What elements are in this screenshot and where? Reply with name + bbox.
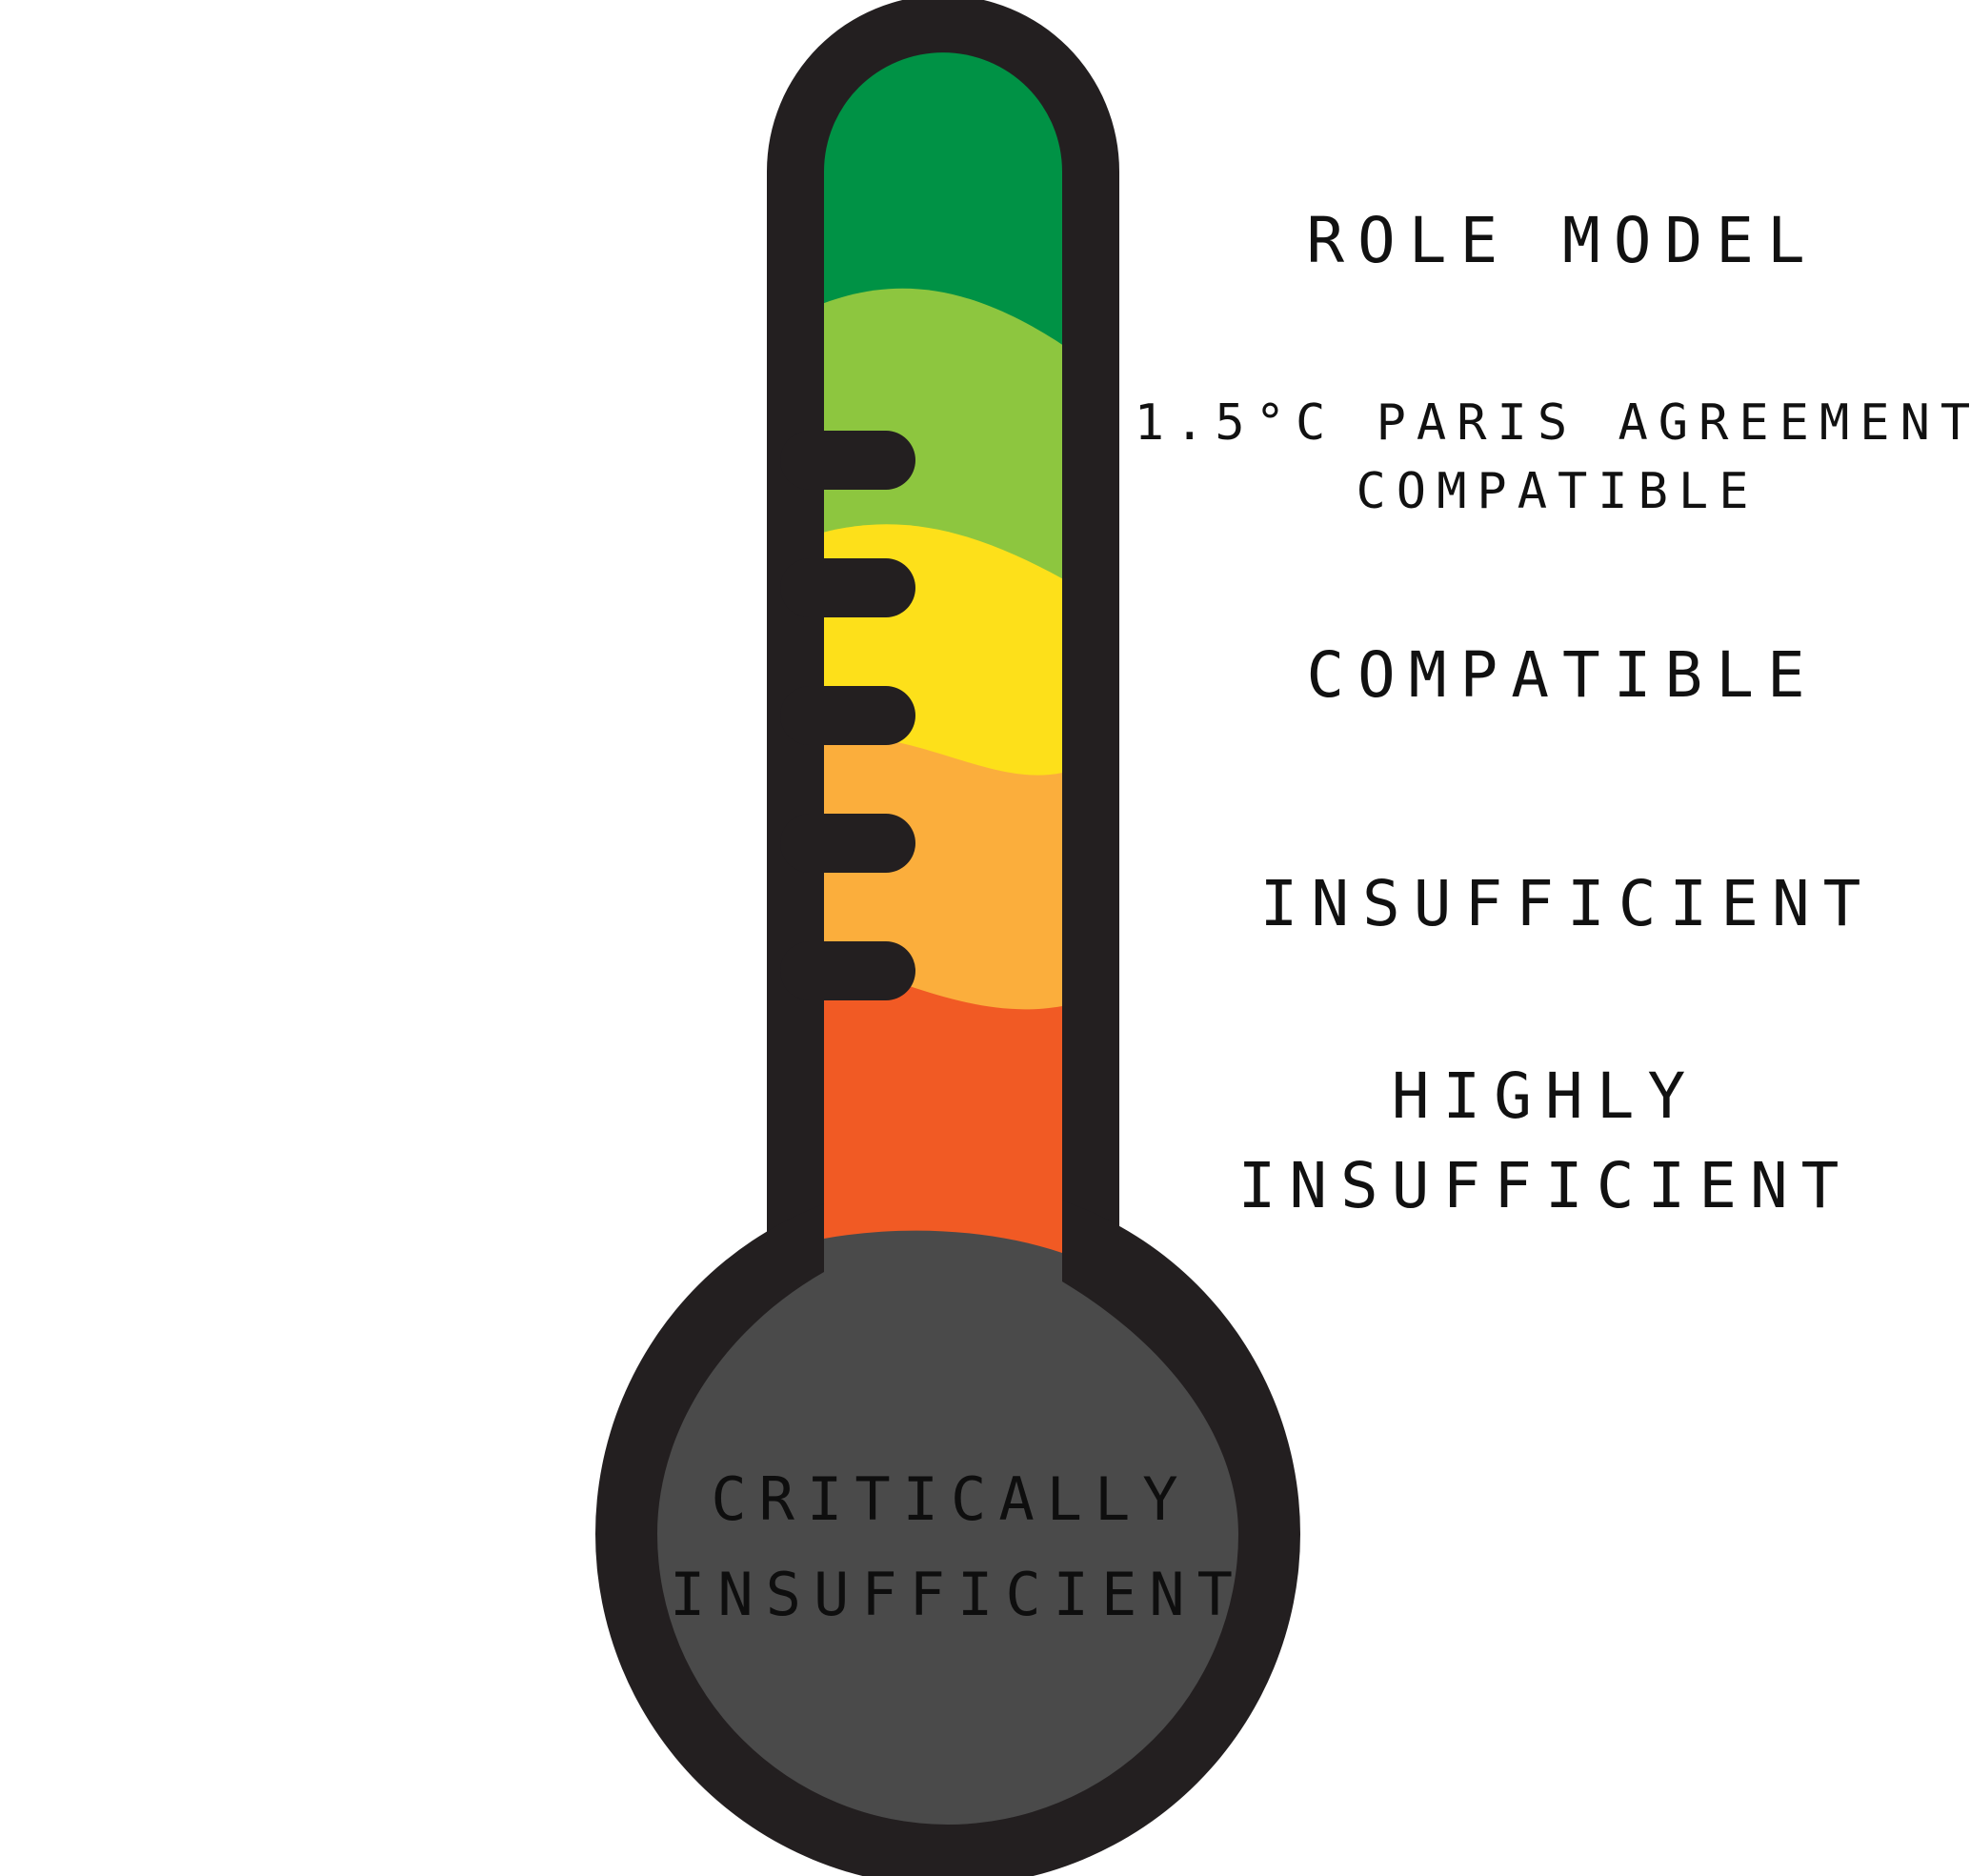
label-paris-line2: COMPATIBLE: [1356, 463, 1759, 520]
label-role-model: ROLE MODEL: [1306, 204, 1819, 277]
label-insufficient: INSUFFICIENT: [1259, 867, 1875, 940]
label-critically-line2: INSUFFICIENT: [670, 1560, 1245, 1629]
bulb-critically-insufficient: [657, 1230, 1238, 1825]
label-highly-line1: HIGHLY: [1391, 1059, 1699, 1133]
band-highly-insufficient: [824, 962, 1062, 1259]
band-paris-compatible: [824, 288, 1062, 591]
label-paris-line1: 1.5°C PARIS AGREEMENT: [1134, 394, 1970, 452]
label-compatible: COMPATIBLE: [1306, 638, 1819, 712]
label-highly-line2: INSUFFICIENT: [1237, 1149, 1853, 1222]
label-critically-line1: CRITICALLY: [711, 1464, 1191, 1534]
tick-marks: [780, 431, 915, 1000]
